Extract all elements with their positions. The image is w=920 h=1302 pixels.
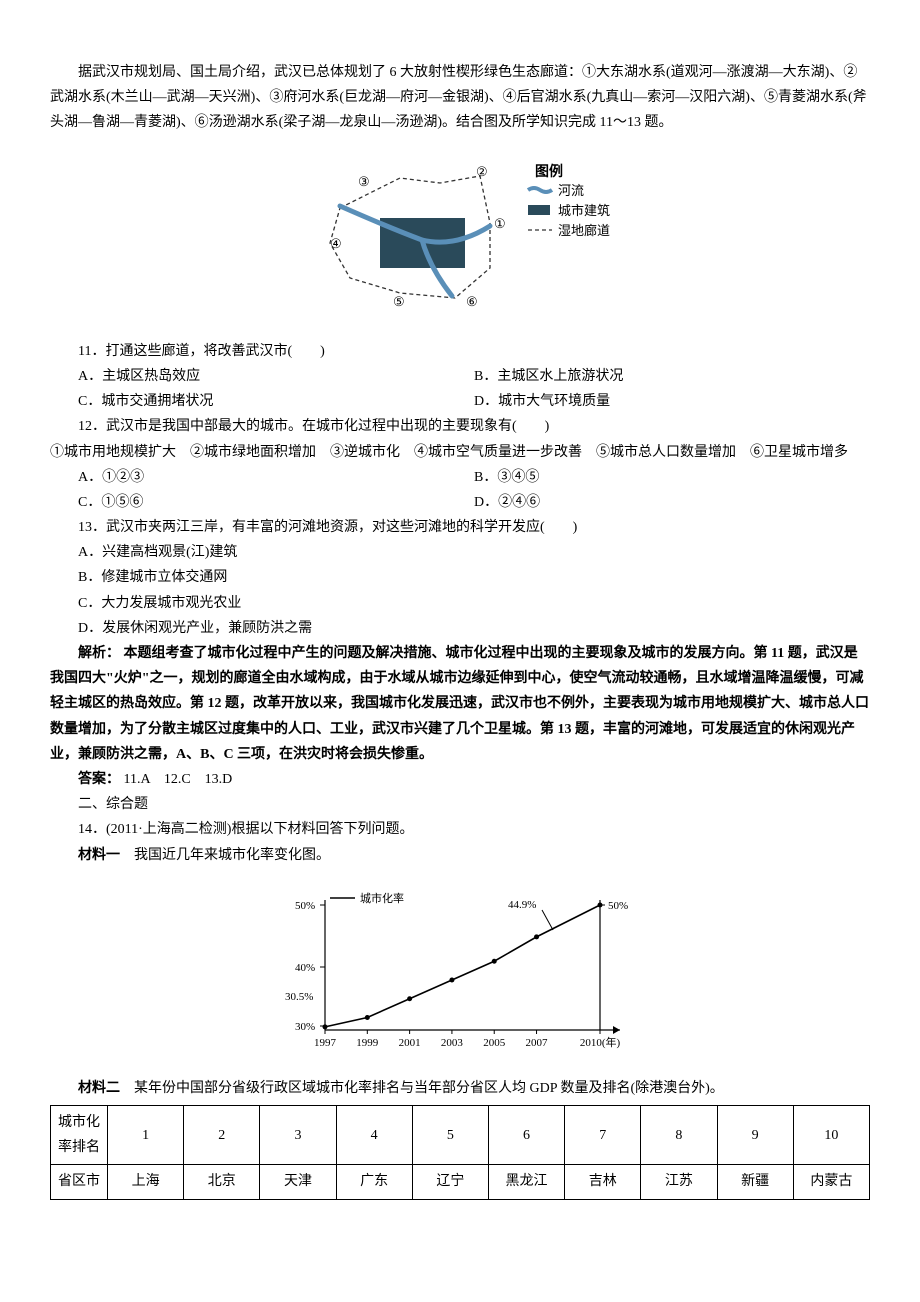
prov-cell: 天津 bbox=[260, 1165, 336, 1199]
legend-title: 图例 bbox=[535, 163, 563, 180]
rank-cell: 5 bbox=[412, 1106, 488, 1165]
rank-cell: 6 bbox=[488, 1106, 564, 1165]
svg-text:1999: 1999 bbox=[356, 1037, 379, 1049]
mat1-text: 我国近几年来城市化率变化图。 bbox=[120, 848, 330, 863]
rank-cell: 9 bbox=[717, 1106, 793, 1165]
rank-cell: 1 bbox=[108, 1106, 184, 1165]
map-label-2: ② bbox=[476, 164, 488, 179]
q14-stem: 14．(2011·上海高二检测)根据以下材料回答下列问题。 bbox=[50, 817, 870, 842]
prov-cell: 北京 bbox=[184, 1165, 260, 1199]
svg-text:2005: 2005 bbox=[483, 1037, 506, 1049]
map-label-6: ⑥ bbox=[466, 294, 478, 309]
x-axis-arrow bbox=[613, 1026, 620, 1034]
rank-cell: 10 bbox=[793, 1106, 869, 1165]
map-label-1: ① bbox=[494, 216, 506, 231]
answer: 答案： 11.A 12.C 13.D bbox=[50, 767, 870, 792]
table-row-ranks: 城市化率排名 1 2 3 4 5 6 7 8 9 10 bbox=[51, 1106, 870, 1165]
annot-449-leader bbox=[542, 910, 553, 930]
y-label-50l: 50% bbox=[295, 900, 315, 912]
map-label-3: ③ bbox=[358, 174, 370, 189]
q13-opt-d: D．发展休闲观光产业，兼顾防洪之需 bbox=[50, 616, 870, 641]
analysis: 解析： 本题组考查了城市化过程中产生的问题及解决措施、城市化过程中出现的主要现象… bbox=[50, 641, 870, 767]
q11-opt-d: D．城市大气环境质量 bbox=[474, 389, 870, 414]
rank-cell: 4 bbox=[336, 1106, 412, 1165]
y-label-30: 30% bbox=[295, 1021, 315, 1033]
answer-label: 答案： bbox=[78, 772, 120, 787]
row2-label: 省区市 bbox=[51, 1165, 108, 1199]
rank-cell: 2 bbox=[184, 1106, 260, 1165]
urbanization-chart: 50% 50% 40% 30.5% 30% 城市化率 44.9% 1997199… bbox=[50, 880, 870, 1064]
mat2-label: 材料二 bbox=[78, 1081, 120, 1096]
prov-cell: 江苏 bbox=[641, 1165, 717, 1199]
prov-cell: 广东 bbox=[336, 1165, 412, 1199]
chart-xlabels: 1997 1999 2001 2003 2005 2007 2010(年) bbox=[314, 1030, 620, 1049]
q11-opt-c: C．城市交通拥堵状况 bbox=[78, 389, 474, 414]
q12-items: ①城市用地规模扩大 ②城市绿地面积增加 ③逆城市化 ④城市空气质量进一步改善 ⑤… bbox=[50, 440, 870, 465]
prov-cell: 内蒙古 bbox=[793, 1165, 869, 1199]
q12-opt-c: C．①⑤⑥ bbox=[78, 490, 474, 515]
q12-stem: 12．武汉市是我国中部最大的城市。在城市化过程中出现的主要现象有( ) bbox=[50, 414, 870, 439]
svg-text:2001: 2001 bbox=[399, 1037, 421, 1049]
table-row-provinces: 省区市 上海 北京 天津 广东 辽宁 黑龙江 吉林 江苏 新疆 内蒙古 bbox=[51, 1165, 870, 1199]
svg-text:2007: 2007 bbox=[526, 1037, 549, 1049]
legend-river-label: 河流 bbox=[558, 183, 584, 198]
section2-heading: 二、综合题 bbox=[50, 792, 870, 817]
y-label-50r: 50% bbox=[608, 900, 628, 912]
legend-corridor-label: 湿地廊道 bbox=[558, 223, 610, 238]
prov-cell: 黑龙江 bbox=[488, 1165, 564, 1199]
q11-opt-a: A．主城区热岛效应 bbox=[78, 364, 474, 389]
y-label-40: 40% bbox=[295, 962, 315, 974]
rank-cell: 3 bbox=[260, 1106, 336, 1165]
row1-label: 城市化率排名 bbox=[51, 1106, 108, 1165]
map-label-5: ⑤ bbox=[393, 294, 405, 309]
analysis-text: 本题组考查了城市化过程中产生的问题及解决措施、城市化过程中出现的主要现象及城市的… bbox=[50, 646, 869, 762]
legend-building-label: 城市建筑 bbox=[558, 203, 610, 218]
annot-449: 44.9% bbox=[508, 899, 536, 911]
q12-opt-b: B．③④⑤ bbox=[474, 465, 870, 490]
mat1-label: 材料一 bbox=[78, 848, 120, 863]
q13-opt-c: C．大力发展城市观光农业 bbox=[50, 591, 870, 616]
q11-opt-b: B．主城区水上旅游状况 bbox=[474, 364, 870, 389]
q13-opt-a: A．兴建高档观景(江)建筑 bbox=[50, 540, 870, 565]
legend-river-icon bbox=[528, 188, 552, 192]
q11-stem: 11．打通这些廊道，将改善武汉市( ) bbox=[50, 339, 870, 364]
prov-cell: 上海 bbox=[108, 1165, 184, 1199]
prov-cell: 吉林 bbox=[565, 1165, 641, 1199]
y-label-305: 30.5% bbox=[285, 991, 313, 1003]
rank-cell: 8 bbox=[641, 1106, 717, 1165]
ranking-table: 城市化率排名 1 2 3 4 5 6 7 8 9 10 省区市 上海 北京 天津… bbox=[50, 1105, 870, 1200]
q14-mat2: 材料二 某年份中国部分省级行政区域城市化率排名与当年部分省区人均 GDP 数量及… bbox=[50, 1076, 870, 1101]
svg-text:1997: 1997 bbox=[314, 1037, 337, 1049]
mat2-text: 某年份中国部分省级行政区域城市化率排名与当年部分省区人均 GDP 数量及排名(除… bbox=[120, 1081, 724, 1096]
prov-cell: 辽宁 bbox=[412, 1165, 488, 1199]
q14-mat1: 材料一 我国近几年来城市化率变化图。 bbox=[50, 843, 870, 868]
q13-opt-b: B．修建城市立体交通网 bbox=[50, 565, 870, 590]
chart-polyline bbox=[325, 905, 600, 1027]
prov-cell: 新疆 bbox=[717, 1165, 793, 1199]
svg-text:2010(年): 2010(年) bbox=[580, 1035, 621, 1049]
q13-stem: 13．武汉市夹两江三岸，有丰富的河滩地资源，对这些河滩地的科学开发应( ) bbox=[50, 515, 870, 540]
chart-points bbox=[323, 902, 603, 1029]
map-label-4: ④ bbox=[330, 236, 342, 251]
intro-paragraph: 据武汉市规划局、国土局介绍，武汉已总体规划了 6 大放射性楔形绿色生态廊道：①大… bbox=[50, 60, 870, 136]
analysis-label: 解析： bbox=[78, 646, 120, 661]
rank-cell: 7 bbox=[565, 1106, 641, 1165]
map-figure: ① ② ③ ④ ⑤ ⑥ 图例 河流 城市建筑 湿地廊道 bbox=[50, 148, 870, 327]
q12-opt-a: A．①②③ bbox=[78, 465, 474, 490]
svg-text:2003: 2003 bbox=[441, 1037, 464, 1049]
legend-building-icon bbox=[528, 205, 550, 215]
answer-text: 11.A 12.C 13.D bbox=[124, 772, 233, 787]
chart-title: 城市化率 bbox=[360, 891, 404, 905]
q12-opt-d: D．②④⑥ bbox=[474, 490, 870, 515]
